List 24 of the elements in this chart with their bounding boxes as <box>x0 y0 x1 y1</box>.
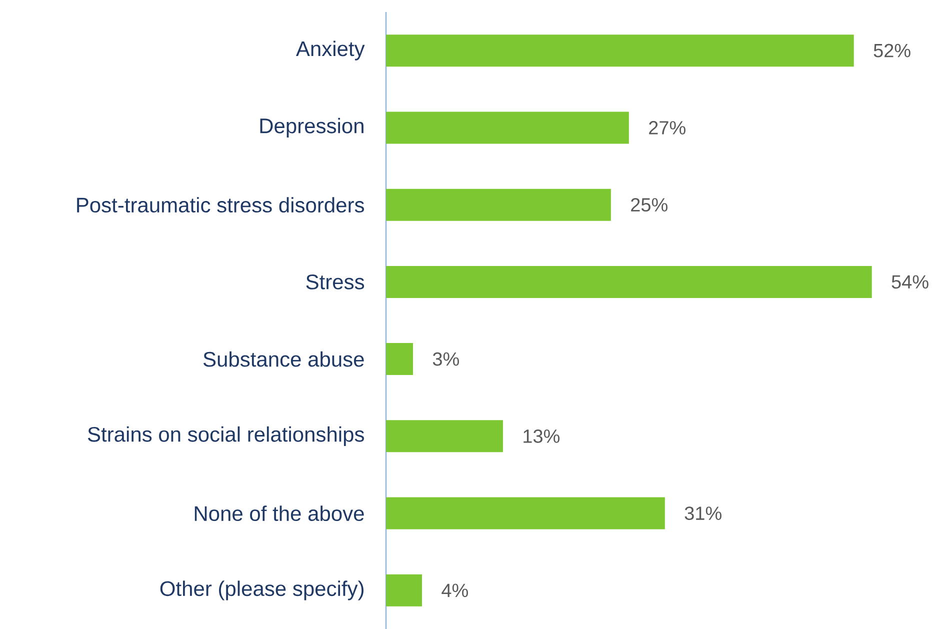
data-label: 25% <box>631 198 668 212</box>
y-tick-label: Depression <box>260 118 364 138</box>
data-label: 4% <box>442 584 468 598</box>
bar <box>386 266 872 298</box>
bar <box>386 574 422 606</box>
bar <box>386 420 503 452</box>
bar <box>386 188 611 221</box>
y-tick-label: Other (please specify) <box>160 580 364 600</box>
data-label: 31% <box>684 506 722 520</box>
bar <box>386 343 413 376</box>
bar <box>386 112 629 144</box>
y-tick-label: Post-traumatic stress disorders <box>77 197 364 213</box>
data-label: 13% <box>524 429 560 443</box>
y-tick-label: Anxiety <box>296 40 365 60</box>
data-label: 54% <box>892 275 928 289</box>
y-tick-label: Strains on social relationships <box>88 426 364 446</box>
bar <box>386 34 854 67</box>
bar <box>386 497 665 530</box>
data-label: 52% <box>874 44 910 58</box>
y-tick-label: None of the above <box>194 506 364 522</box>
y-tick-label: Substance abuse <box>203 351 364 367</box>
data-label: 3% <box>432 352 459 366</box>
data-label: 27% <box>649 121 686 134</box>
y-tick-label: Stress <box>306 274 364 290</box>
